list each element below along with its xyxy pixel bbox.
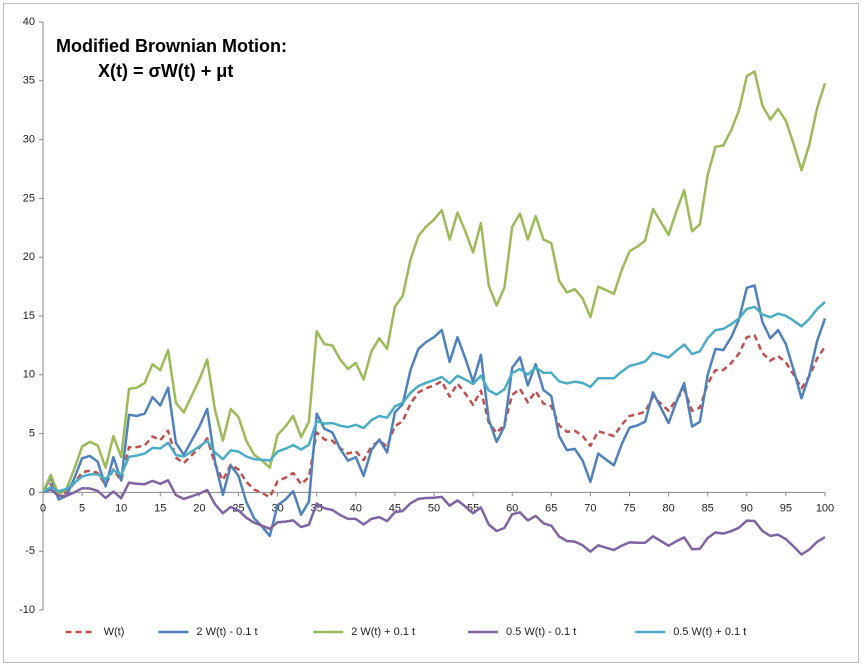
x-tick-label: 70 [584,502,596,514]
legend-label: 0.5 W(t) - 0.1 t [506,626,576,638]
y-tick-label: 10 [23,369,35,381]
chart-subtitle: X(t) = σW(t) + μt [98,61,233,81]
y-tick-label: 15 [23,310,35,322]
x-tick-label: 50 [428,502,440,514]
y-tick-label: 35 [23,75,35,87]
y-tick-label: 30 [23,134,35,146]
chart-border [3,3,859,663]
x-tick-label: 85 [702,502,714,514]
y-tick-label: -5 [25,545,35,557]
x-tick-label: 15 [154,502,166,514]
x-tick-label: 10 [115,502,127,514]
x-tick-label: 65 [545,502,557,514]
x-tick-label: 25 [232,502,244,514]
x-tick-label: 95 [780,502,792,514]
legend-label: 2 W(t) + 0.1 t [351,626,415,638]
y-tick-label: -10 [19,604,35,616]
y-tick-label: 40 [23,16,35,28]
y-tick-label: 20 [23,251,35,263]
legend-label: 0.5 W(t) + 0.1 t [673,626,746,638]
x-tick-label: 20 [193,502,205,514]
series-line [41,284,827,538]
y-tick-label: 0 [29,486,35,498]
legend-label: W(t) [104,626,125,638]
x-tick-label: 90 [741,502,753,514]
series-line [42,300,826,494]
x-tick-label: 40 [350,502,362,514]
series-line [42,479,826,556]
y-tick-label: 25 [23,192,35,204]
y-tick-label: 5 [29,428,35,440]
legend-label: 2 W(t) - 0.1 t [196,626,257,638]
x-tick-label: 100 [816,502,834,514]
x-tick-label: 5 [79,502,85,514]
x-tick-label: 60 [506,502,518,514]
x-tick-label: 75 [623,502,635,514]
x-tick-label: 0 [40,502,46,514]
series-line [41,70,827,497]
chart-title: Modified Brownian Motion: [56,36,287,56]
x-tick-label: 80 [662,502,674,514]
